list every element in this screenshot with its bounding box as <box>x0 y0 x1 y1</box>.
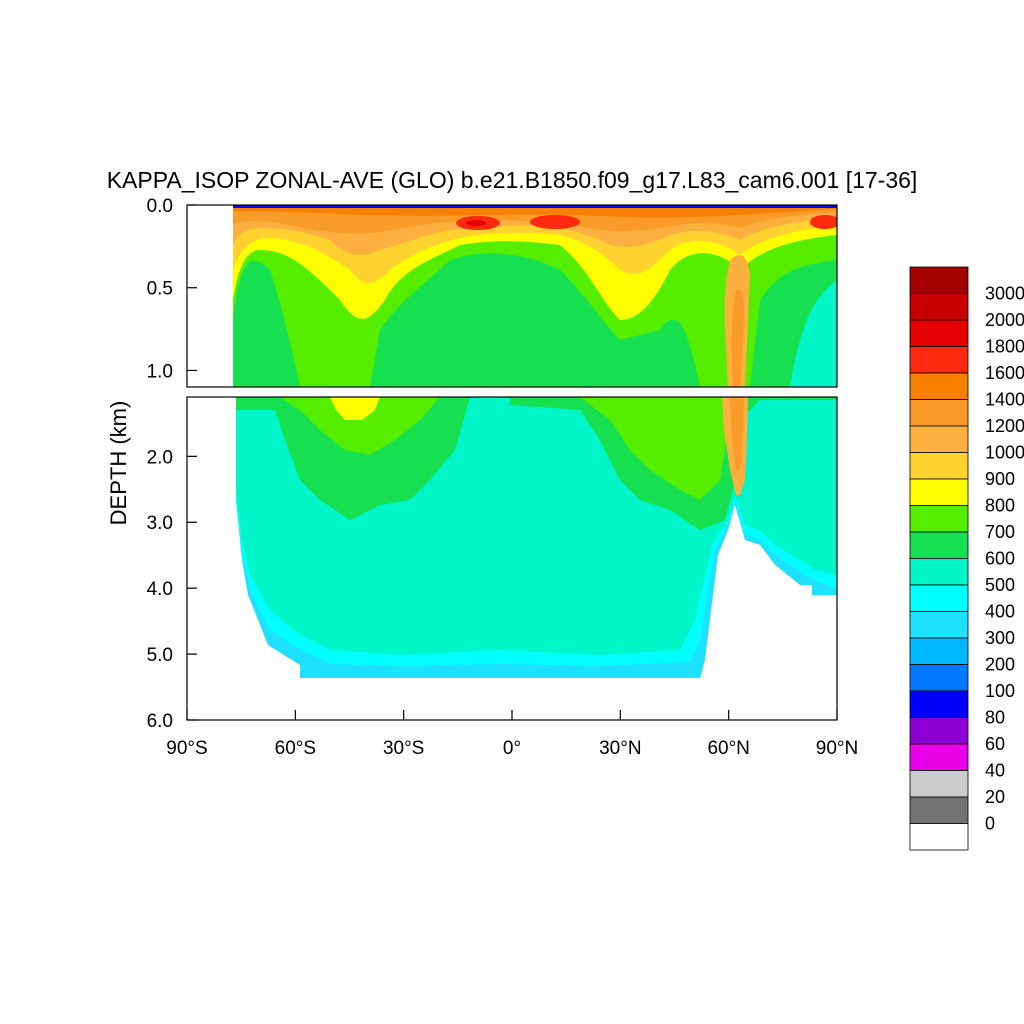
upper-north-atlantic-inner <box>731 289 745 387</box>
colorbar-swatch <box>909 717 969 745</box>
lower-y-axis: 2.0 3.0 4.0 5.0 6.0 <box>147 447 197 732</box>
colorbar-label: 300 <box>985 628 1015 648</box>
upper-y-tick-label: 0.5 <box>147 279 173 300</box>
upper-y-axis: 0.0 0.5 1.0 <box>147 196 197 382</box>
upper-panel-field <box>187 205 837 387</box>
colorbar-swatch <box>909 346 969 374</box>
x-tick-label: 60°N <box>707 738 749 759</box>
x-tick-label: 30°S <box>383 738 424 759</box>
x-tick-label: 60°S <box>275 738 316 759</box>
upper-surface-layer <box>233 205 837 208</box>
colorbar-label: 20 <box>985 787 1005 807</box>
colorbar-label: 600 <box>985 549 1015 569</box>
colorbar-label: 400 <box>985 602 1015 622</box>
colorbar-swatch <box>909 478 969 506</box>
colorbar-label: 900 <box>985 469 1015 489</box>
colorbar-label: 60 <box>985 734 1005 754</box>
colorbar-label: 1000 <box>985 443 1024 463</box>
x-tick-label: 30°N <box>599 738 641 759</box>
colorbar-label: 1400 <box>985 390 1024 410</box>
lower-y-tick-label: 3.0 <box>147 513 173 534</box>
colorbar: 3000200018001600140012001000900800700600… <box>909 266 1024 851</box>
upper-1400-band <box>233 205 837 218</box>
colorbar-swatch <box>909 823 969 851</box>
colorbar-swatch <box>909 743 969 771</box>
colorbar-label: 3000 <box>985 284 1024 304</box>
x-tick-label: 90°S <box>166 738 207 759</box>
lower-700-band <box>280 397 730 500</box>
colorbar-swatch <box>909 319 969 347</box>
x-tick-label: 90°N <box>816 738 858 759</box>
lower-y-tick-label: 4.0 <box>147 579 173 600</box>
colorbar-swatch <box>909 399 969 427</box>
x-axis: 90°S 60°S 30°S 0° 30°N 60°N 90°N <box>166 710 858 759</box>
lower-800-band <box>330 397 380 420</box>
upper-maximum-core-b <box>530 215 580 229</box>
colorbar-swatch <box>909 770 969 798</box>
upper-maximum-core-inner <box>466 220 486 226</box>
colorbar-label: 500 <box>985 575 1015 595</box>
colorbar-label: 80 <box>985 708 1005 728</box>
lower-north-atlantic-inner <box>730 397 744 470</box>
colorbar-swatch <box>909 611 969 639</box>
colorbar-label: 700 <box>985 522 1015 542</box>
upper-y-tick-label: 1.0 <box>147 361 173 382</box>
colorbar-swatch <box>909 266 969 294</box>
colorbar-swatch <box>909 293 969 321</box>
colorbar-label: 100 <box>985 681 1015 701</box>
colorbar-label: 1200 <box>985 416 1024 436</box>
colorbar-swatch <box>909 372 969 400</box>
lower-land-mask <box>187 397 837 720</box>
upper-panel-frame <box>186 204 838 388</box>
lower-y-tick-label: 6.0 <box>147 711 173 732</box>
upper-maximum-core-c <box>810 215 837 229</box>
lower-panel-field <box>187 397 837 720</box>
y-axis-label: DEPTH (km) <box>106 401 131 526</box>
colorbar-swatch <box>909 505 969 533</box>
colorbar-label: 1800 <box>985 337 1024 357</box>
chart-title: KAPPA_ISOP ZONAL-AVE (GLO) b.e21.B1850.f… <box>107 167 918 193</box>
colorbar-label: 1600 <box>985 363 1024 383</box>
colorbar-label: 0 <box>985 814 995 834</box>
colorbar-swatch <box>909 584 969 612</box>
colorbar-swatch <box>909 637 969 665</box>
colorbar-label: 200 <box>985 655 1015 675</box>
colorbar-label: 2000 <box>985 310 1024 330</box>
colorbar-swatch <box>909 690 969 718</box>
colorbar-swatch <box>909 531 969 559</box>
x-tick-label: 0° <box>503 738 521 759</box>
colorbar-swatch <box>909 425 969 453</box>
colorbar-swatch <box>909 796 969 824</box>
upper-y-tick-label: 0.0 <box>147 196 173 217</box>
lower-y-tick-label: 5.0 <box>147 645 173 666</box>
colorbar-label: 40 <box>985 761 1005 781</box>
upper-land-mask <box>187 205 230 387</box>
colorbar-swatch <box>909 558 969 586</box>
lower-y-tick-label: 2.0 <box>147 447 173 468</box>
colorbar-swatch <box>909 664 969 692</box>
colorbar-label: 800 <box>985 496 1015 516</box>
colorbar-swatch <box>909 452 969 480</box>
